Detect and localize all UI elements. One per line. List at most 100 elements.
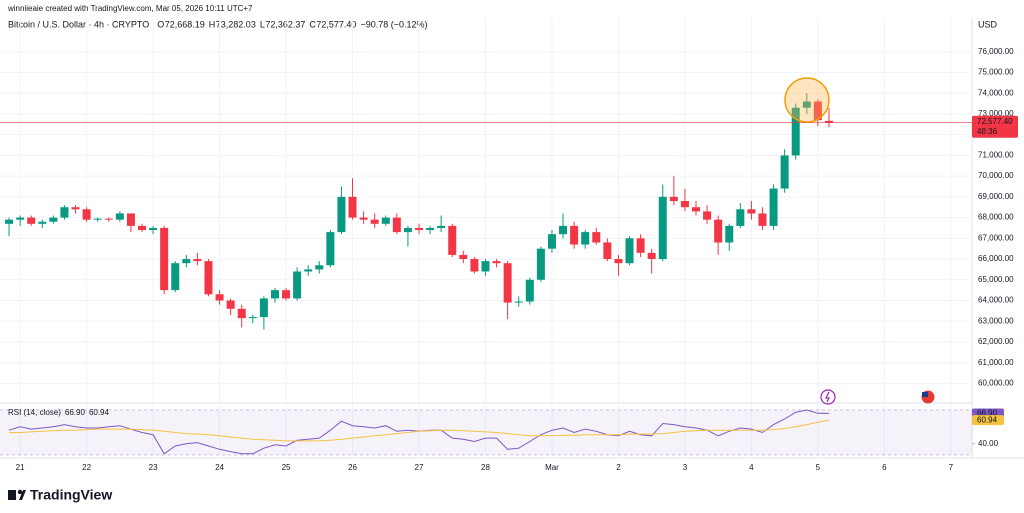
candle	[802, 93, 811, 114]
ohlc-value: 72,362.37	[265, 19, 305, 29]
candle-body	[5, 219, 14, 224]
ohlc-key: O	[157, 19, 164, 29]
candle-body	[780, 155, 789, 189]
candle	[747, 201, 756, 220]
candle	[492, 259, 501, 268]
x-tick-label: 2	[616, 463, 621, 472]
legend-value: 66.90	[65, 408, 86, 417]
ohlc-key: C	[309, 19, 316, 29]
candle	[359, 211, 368, 224]
y-tick-label: 75,000.00	[978, 68, 1014, 77]
candle	[603, 238, 612, 262]
candle	[758, 207, 767, 231]
candle-body	[747, 209, 756, 214]
candle	[370, 213, 379, 228]
candle-body	[503, 263, 512, 303]
candle	[193, 252, 202, 266]
candle-body	[204, 261, 213, 295]
candle	[71, 205, 80, 214]
candle-body	[326, 232, 335, 266]
candle-body	[359, 217, 368, 220]
y-tick-label: 68,000.00	[978, 213, 1014, 222]
candle-body	[614, 259, 623, 264]
candle-body	[315, 265, 324, 270]
x-tick-label: 6	[882, 463, 887, 472]
candle	[270, 288, 279, 303]
candle-body	[703, 211, 712, 220]
candle-body	[658, 196, 667, 260]
candle-body	[813, 101, 822, 121]
candle-body	[193, 259, 202, 262]
candle-body	[282, 290, 291, 299]
candle	[337, 186, 346, 235]
y-tick-label: 40.00	[978, 439, 999, 448]
candle	[525, 277, 534, 305]
ohlc-key: L	[260, 19, 265, 29]
candle	[293, 267, 302, 301]
candle	[326, 230, 335, 268]
candle-body	[104, 218, 113, 220]
rsi-title: RSI (14, close)	[8, 408, 61, 417]
candle-body	[82, 209, 91, 220]
x-tick-label: 28	[481, 463, 490, 472]
candle	[813, 99, 822, 127]
candle	[514, 296, 523, 307]
candle	[104, 217, 113, 222]
candle-body	[248, 317, 257, 319]
candle-body	[38, 221, 47, 224]
brand-logo: TradingView	[8, 487, 112, 503]
candle-body	[60, 207, 69, 218]
candle	[680, 188, 689, 212]
time-axis: 21 22 23 24 25 26 27 28 Mar 2 3 4 5 6 7	[16, 463, 954, 472]
candle	[769, 184, 778, 231]
candle	[459, 250, 468, 264]
candle-body	[536, 248, 545, 280]
candle-body	[71, 207, 80, 210]
candle	[49, 215, 58, 224]
candle-body	[470, 259, 479, 272]
candle-body	[259, 298, 268, 318]
y-tick-label: 67,000.00	[978, 233, 1014, 242]
candle	[126, 213, 135, 233]
candle	[714, 215, 723, 255]
rsi-line	[9, 419, 830, 442]
candle-body	[680, 201, 689, 208]
candle	[647, 248, 656, 274]
candle-body	[692, 207, 700, 212]
candle-body	[547, 234, 556, 249]
candle	[381, 215, 390, 226]
candle	[204, 259, 213, 297]
candle	[559, 213, 568, 239]
candle	[60, 205, 69, 220]
candle-body	[16, 217, 25, 220]
candle-body	[769, 188, 778, 226]
candle-body	[381, 217, 390, 224]
candle-body	[348, 196, 357, 218]
candle	[824, 108, 833, 128]
x-tick-label: 26	[348, 463, 357, 472]
candle	[780, 149, 789, 193]
candle	[614, 254, 623, 276]
value-tag-label: 60.94	[977, 415, 998, 424]
candle-body	[559, 225, 568, 235]
candle	[736, 203, 745, 228]
candle-body	[182, 259, 191, 264]
ohlc-key: H	[209, 19, 216, 29]
event-icon[interactable]	[820, 389, 836, 405]
candle-body	[160, 227, 169, 291]
ohlc-value: 72,577.40	[316, 19, 356, 29]
y-tick-label: 71,000.00	[978, 151, 1014, 160]
candle	[658, 184, 667, 262]
x-tick-label: 24	[215, 463, 224, 472]
candle	[5, 217, 14, 237]
candle-body	[293, 271, 302, 299]
candle-body	[126, 213, 135, 226]
candle-body	[226, 300, 235, 309]
candle	[415, 223, 423, 235]
ohlc-value: 72,668.19	[165, 19, 205, 29]
candle	[437, 215, 446, 233]
logo-slash	[19, 490, 26, 500]
